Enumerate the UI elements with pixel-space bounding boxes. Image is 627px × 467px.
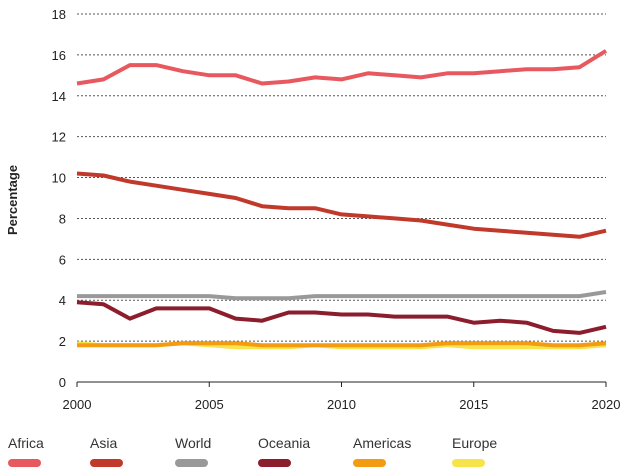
series-lines [76,49,608,350]
legend-label: Oceania [258,435,310,451]
series-line-oceania [76,300,607,335]
x-tick-label: 2005 [195,397,224,412]
legend-item-asia: Asia [90,435,123,467]
legend-label: World [175,435,211,451]
legend-swatch [452,459,485,467]
legend-label: Europe [452,435,497,451]
y-tick-label: 8 [59,211,66,226]
series-line-world [77,290,607,301]
y-tick-label: 14 [52,89,66,104]
y-tick-label: 18 [52,7,66,22]
y-axis-label: Percentage [5,165,20,235]
y-tick-label: 12 [52,130,66,145]
x-tick-label: 2000 [63,397,92,412]
legend-item-americas: Americas [353,435,411,467]
y-axis-ticks: 0 2 4 6 8 10 12 14 16 18 [52,7,66,390]
legend-label: Americas [353,435,411,451]
y-tick-label: 16 [52,48,66,63]
legend-label: Africa [8,435,44,451]
legend-swatch [90,459,123,467]
legend-item-oceania: Oceania [258,435,310,467]
series-line-asia [76,171,607,239]
legend-swatch [8,459,41,467]
legend-swatch [258,459,291,467]
legend: Africa Asia World Oceania Americas Europe [8,435,497,467]
y-tick-label: 4 [59,293,66,308]
y-tick-label: 10 [52,171,66,186]
series-line-americas [77,341,607,348]
x-tick-label: 2010 [327,397,356,412]
y-tick-label: 6 [59,252,66,267]
legend-swatch [175,459,208,467]
x-tick-label: 2015 [459,397,488,412]
legend-label: Asia [90,435,117,451]
legend-item-europe: Europe [452,435,497,467]
y-tick-label: 2 [59,334,66,349]
series-line-africa [76,49,608,86]
y-tick-label: 0 [59,375,66,390]
x-tick-label: 2020 [592,397,621,412]
legend-swatch [353,459,386,467]
legend-item-world: World [175,435,211,467]
x-axis-ticks: 2000 2005 2010 2015 2020 [63,397,621,412]
gridlines [77,13,606,342]
legend-item-africa: Africa [8,435,44,467]
x-axis [76,381,607,387]
